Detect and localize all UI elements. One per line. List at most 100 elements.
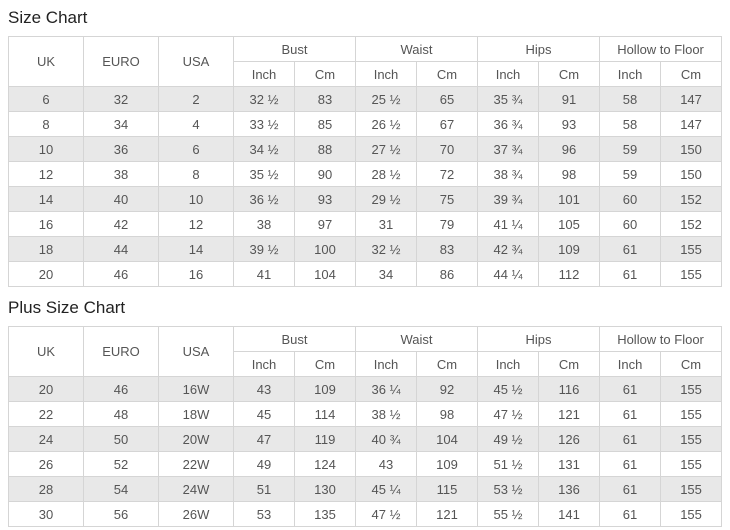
- plus-size-chart-title: Plus Size Chart: [8, 298, 126, 317]
- table-row: 18 44 14 39 ½ 100 32 ½ 83 42 ¾ 109 61 155: [8, 236, 723, 262]
- table-cell: 48: [83, 401, 159, 427]
- column-group-hips: Hips: [477, 36, 601, 62]
- table-cell: 100: [293, 236, 357, 262]
- table-cell: 135: [293, 501, 357, 527]
- table-cell: 16: [8, 211, 84, 237]
- table-cell: 101: [538, 186, 601, 212]
- table-cell: 96: [538, 136, 601, 162]
- table-cell: 61: [599, 426, 662, 452]
- subheader-hips-inch: Inch: [477, 61, 540, 87]
- plus-size-chart-header: UK EURO USA Bust Waist Hips Hollow to Fl…: [8, 326, 723, 377]
- table-cell: 105: [538, 211, 601, 237]
- table-cell: 18W: [158, 401, 234, 427]
- table-cell: 38 ¾: [477, 161, 540, 187]
- table-row: 14 40 10 36 ½ 93 29 ½ 75 39 ¾ 101 60 152: [8, 186, 723, 212]
- table-cell: 61: [599, 401, 662, 427]
- subheader-hollow-cm: Cm: [660, 351, 723, 377]
- table-row: 10 36 6 34 ½ 88 27 ½ 70 37 ¾ 96 59 150: [8, 136, 723, 162]
- table-cell: 75: [416, 186, 479, 212]
- table-cell: 65: [416, 86, 479, 112]
- table-cell: 44: [83, 236, 159, 262]
- table-cell: 18: [8, 236, 84, 262]
- table-cell: 136: [538, 476, 601, 502]
- table-cell: 10: [8, 136, 84, 162]
- table-cell: 26 ½: [355, 111, 418, 137]
- table-cell: 97: [293, 211, 357, 237]
- table-cell: 32: [83, 86, 159, 112]
- table-cell: 44 ¼: [477, 261, 540, 287]
- size-chart-header: UK EURO USA Bust Waist Hips Hollow to Fl…: [8, 36, 723, 87]
- table-cell: 14: [158, 236, 234, 262]
- table-cell: 6: [8, 86, 84, 112]
- subheader-hips-cm: Cm: [538, 61, 601, 87]
- subheader-waist-cm: Cm: [416, 351, 479, 377]
- table-cell: 119: [293, 426, 357, 452]
- table-cell: 4: [158, 111, 234, 137]
- table-cell: 20: [8, 376, 84, 402]
- table-cell: 2: [158, 86, 234, 112]
- plus-size-chart-body: 20 46 16W 43 109 36 ¼ 92 45 ½ 116 61 155 22 48 18W 45 1…: [8, 376, 723, 527]
- table-cell: 72: [416, 161, 479, 187]
- subheader-bust-cm: Cm: [293, 351, 357, 377]
- table-cell: 124: [293, 451, 357, 477]
- plus-size-chart-section: Plus Size Chart UK EURO USA Bust Waist H…: [8, 298, 723, 527]
- column-header-usa: USA: [158, 326, 234, 377]
- table-cell: 8: [8, 111, 84, 137]
- table-cell: 10: [158, 186, 234, 212]
- table-cell: 61: [599, 261, 662, 287]
- table-row: 30 56 26W 53 135 47 ½ 121 55 ½ 141 61 155: [8, 501, 723, 527]
- table-cell: 28 ½: [355, 161, 418, 187]
- table-cell: 47: [233, 426, 295, 452]
- table-cell: 36 ½: [233, 186, 295, 212]
- table-cell: 60: [599, 186, 662, 212]
- table-row: 20 46 16 41 104 34 86 44 ¼ 112 61 155: [8, 261, 723, 287]
- table-cell: 147: [660, 86, 723, 112]
- table-cell: 115: [416, 476, 479, 502]
- table-cell: 61: [599, 236, 662, 262]
- table-cell: 93: [293, 186, 357, 212]
- table-cell: 61: [599, 451, 662, 477]
- table-cell: 150: [660, 136, 723, 162]
- table-cell: 42 ¾: [477, 236, 540, 262]
- table-cell: 90: [293, 161, 357, 187]
- table-cell: 83: [293, 86, 357, 112]
- table-row: 22 48 18W 45 114 38 ½ 98 47 ½ 121 61 155: [8, 401, 723, 427]
- table-cell: 34 ½: [233, 136, 295, 162]
- table-cell: 155: [660, 501, 723, 527]
- table-cell: 50: [83, 426, 159, 452]
- subheader-hips-cm: Cm: [538, 351, 601, 377]
- table-cell: 104: [293, 261, 357, 287]
- table-cell: 45 ½: [477, 376, 540, 402]
- table-cell: 12: [8, 161, 84, 187]
- size-chart-body: 6 32 2 32 ½ 83 25 ½ 65 35 ¾ 91 58 147 8 34 4 33 ½ 85 26 …: [8, 86, 723, 287]
- column-group-hollow-to-floor: Hollow to Floor: [599, 36, 723, 62]
- table-cell: 155: [660, 426, 723, 452]
- table-cell: 38: [83, 161, 159, 187]
- table-cell: 59: [599, 136, 662, 162]
- table-cell: 93: [538, 111, 601, 137]
- table-cell: 47 ½: [477, 401, 540, 427]
- table-cell: 37 ¾: [477, 136, 540, 162]
- table-cell: 22W: [158, 451, 234, 477]
- table-cell: 51: [233, 476, 295, 502]
- table-cell: 56: [83, 501, 159, 527]
- table-cell: 155: [660, 476, 723, 502]
- table-cell: 41 ¼: [477, 211, 540, 237]
- table-cell: 51 ½: [477, 451, 540, 477]
- table-cell: 85: [293, 111, 357, 137]
- table-cell: 61: [599, 376, 662, 402]
- table-cell: 109: [538, 236, 601, 262]
- table-cell: 54: [83, 476, 159, 502]
- table-cell: 8: [158, 161, 234, 187]
- table-cell: 25 ½: [355, 86, 418, 112]
- table-cell: 24W: [158, 476, 234, 502]
- table-cell: 26W: [158, 501, 234, 527]
- table-cell: 53 ½: [477, 476, 540, 502]
- subheader-bust-inch: Inch: [233, 61, 295, 87]
- table-row: 26 52 22W 49 124 43 109 51 ½ 131 61 155: [8, 451, 723, 477]
- table-cell: 36: [83, 136, 159, 162]
- table-cell: 16: [158, 261, 234, 287]
- table-cell: 29 ½: [355, 186, 418, 212]
- table-cell: 42: [83, 211, 159, 237]
- subheader-bust-cm: Cm: [293, 61, 357, 87]
